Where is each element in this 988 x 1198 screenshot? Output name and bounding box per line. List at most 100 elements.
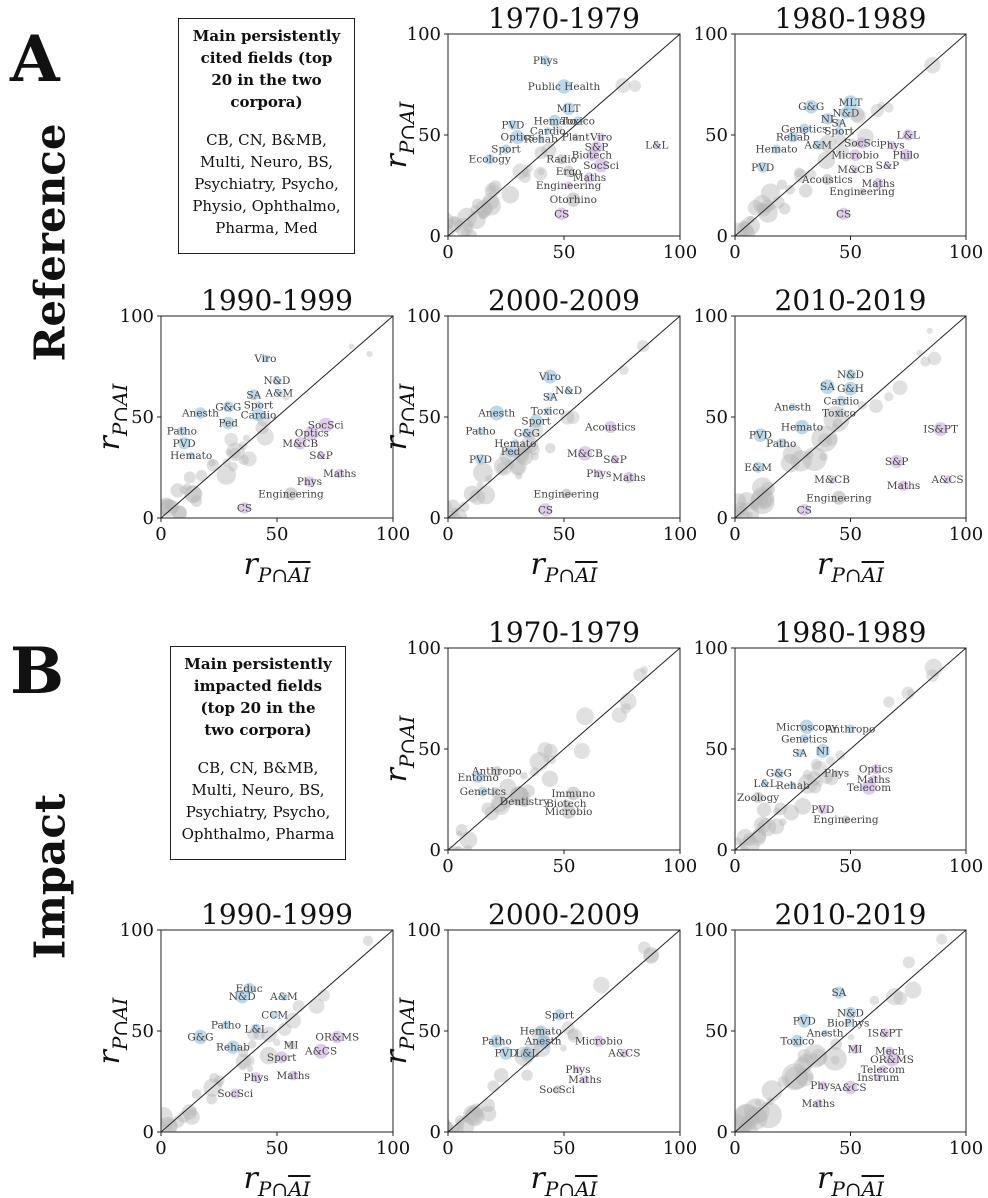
data-point xyxy=(817,804,828,815)
background-point xyxy=(850,108,866,124)
data-point xyxy=(844,1006,857,1019)
data-point xyxy=(593,1035,605,1047)
box-title-line: 20 in the two xyxy=(211,71,322,89)
point-label: Patho xyxy=(482,1036,512,1048)
background-point xyxy=(172,505,188,518)
background-point xyxy=(448,515,451,518)
background-point xyxy=(793,169,808,183)
background-point xyxy=(525,164,534,173)
background-point xyxy=(615,78,631,93)
background-point xyxy=(161,508,167,516)
point-label: Educ xyxy=(236,983,263,995)
point-label: A&M xyxy=(269,991,298,1003)
data-point xyxy=(508,119,518,130)
point-label: Rehab xyxy=(776,132,810,144)
data-point xyxy=(543,369,558,384)
point-label: SocSci xyxy=(844,138,880,150)
data-point xyxy=(832,986,846,999)
point-label: Maths xyxy=(862,178,895,190)
background-point xyxy=(916,349,923,357)
data-point xyxy=(586,149,598,161)
background-point xyxy=(750,489,775,515)
box-title-line: corpora) xyxy=(230,93,303,111)
background-point xyxy=(457,207,477,228)
background-point xyxy=(484,806,499,821)
background-point xyxy=(206,458,220,472)
data-point xyxy=(537,1034,550,1048)
point-label: M&CB xyxy=(567,448,603,460)
data-point xyxy=(821,1029,829,1037)
point-label: Maths xyxy=(568,1074,601,1086)
point-label: PVD xyxy=(749,430,772,442)
point-label: OR&MS xyxy=(315,1032,359,1044)
background-point xyxy=(460,227,471,236)
point-label: Sport xyxy=(521,416,551,428)
point-label: Anesth xyxy=(524,1036,562,1048)
point-label: SA xyxy=(792,748,807,760)
x-tick-label: 0 xyxy=(442,856,453,877)
point-label: N&D xyxy=(229,991,256,1003)
data-point xyxy=(475,454,486,465)
point-label: L&L xyxy=(645,140,668,152)
point-label: Optics xyxy=(295,428,329,440)
point-label: Dentistry xyxy=(500,796,550,808)
background-point xyxy=(924,56,941,74)
point-label: Engineering xyxy=(813,814,879,826)
point-label: Sport xyxy=(824,125,854,137)
point-label: Zoology xyxy=(737,792,779,804)
data-point xyxy=(835,409,843,417)
data-point xyxy=(504,445,517,458)
y-tick-label: 100 xyxy=(120,306,154,327)
point-label: E&M xyxy=(744,462,772,474)
background-point xyxy=(797,774,818,794)
y-tick-label: 50 xyxy=(131,1021,154,1042)
point-label: IS&PT xyxy=(923,424,958,436)
panel-title: 1980-1989 xyxy=(775,616,927,649)
diagonal-line xyxy=(735,34,966,236)
background-point xyxy=(515,472,523,480)
y-tick-label: 0 xyxy=(430,840,441,861)
data-point xyxy=(254,401,263,409)
point-label: Hemato xyxy=(520,1026,562,1038)
data-point xyxy=(535,1025,547,1037)
point-label: S&P xyxy=(585,142,609,154)
point-label: PVD xyxy=(501,119,524,131)
point-label: PVD xyxy=(811,804,834,816)
background-point xyxy=(738,233,746,236)
background-point xyxy=(454,1115,466,1126)
box-title-line: impacted fields xyxy=(193,677,323,695)
background-point xyxy=(537,742,553,758)
point-label: PVD xyxy=(751,162,774,174)
background-point xyxy=(177,1110,190,1123)
background-point xyxy=(735,507,743,518)
background-point xyxy=(735,1120,738,1132)
background-point xyxy=(817,151,836,170)
data-point xyxy=(844,1019,853,1027)
data-point xyxy=(884,1052,900,1067)
background-point xyxy=(560,410,575,425)
point-label: N&D xyxy=(264,375,291,387)
point-label: Otorhino xyxy=(550,194,597,206)
background-point xyxy=(235,1053,252,1070)
background-point xyxy=(811,1053,818,1060)
data-point xyxy=(564,181,573,190)
background-point xyxy=(161,497,174,510)
data-point xyxy=(799,734,809,744)
background-point xyxy=(486,184,497,195)
data-point xyxy=(843,1080,858,1095)
data-point xyxy=(561,804,576,819)
background-point xyxy=(348,343,355,350)
point-label: Anesth xyxy=(477,407,515,419)
background-point xyxy=(449,1129,458,1132)
background-point xyxy=(481,1098,495,1113)
background-point xyxy=(735,1116,739,1127)
data-point xyxy=(883,161,891,169)
background-point xyxy=(746,215,755,224)
point-label: CS xyxy=(538,504,553,516)
background-point xyxy=(567,1029,579,1040)
data-point xyxy=(773,768,784,779)
background-point xyxy=(773,807,781,816)
data-point xyxy=(545,392,555,402)
y-axis-label: rP∩AI xyxy=(92,382,132,450)
